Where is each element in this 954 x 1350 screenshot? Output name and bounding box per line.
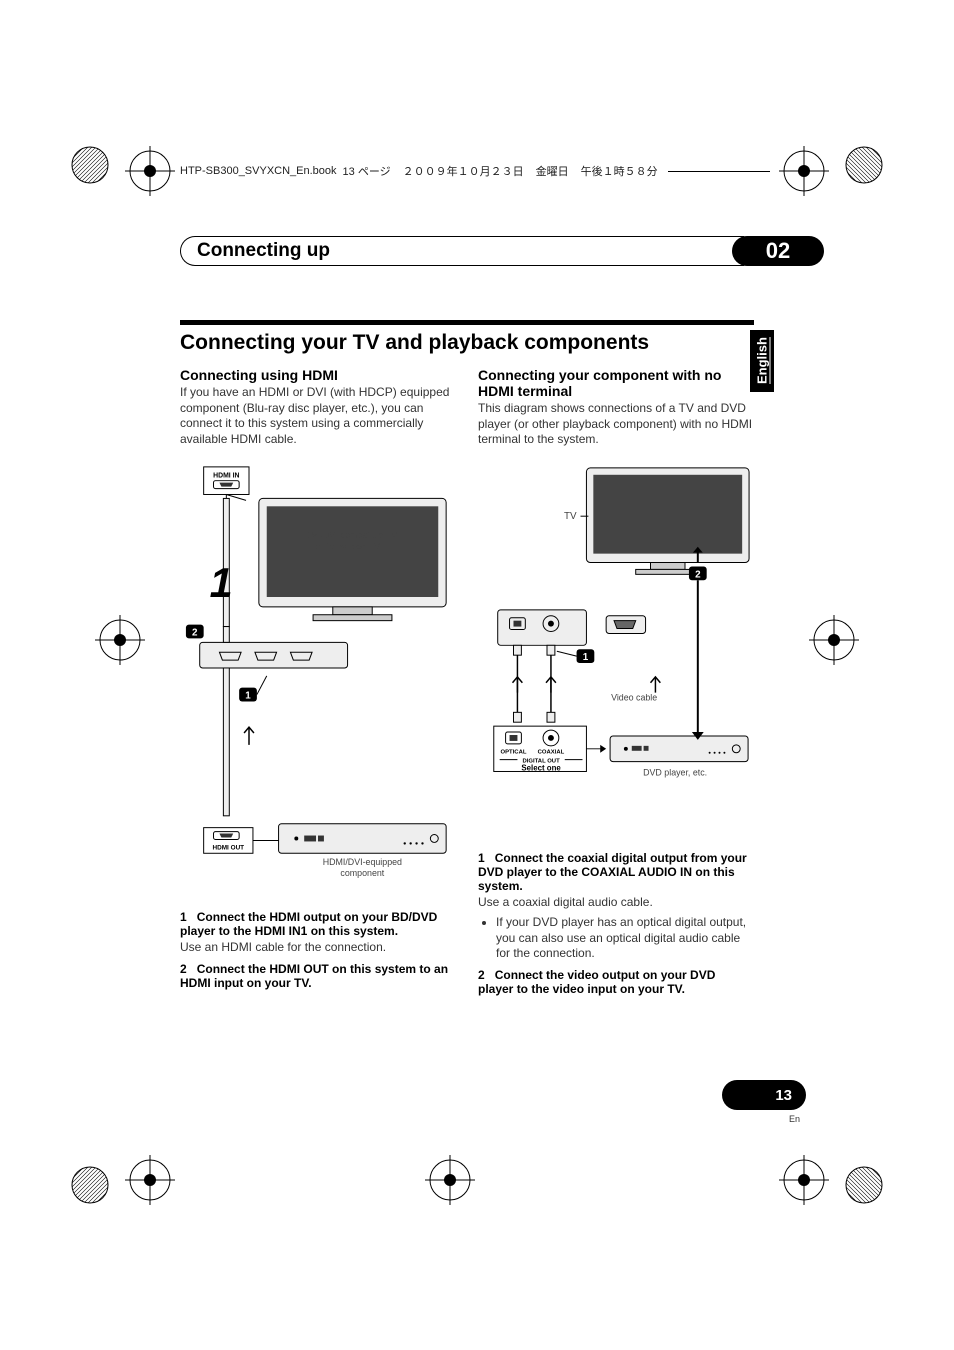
svg-text:HDMI/DVI-compatible TV: HDMI/DVI-compatible TV [298, 530, 397, 540]
registration-mark [125, 146, 175, 196]
main-content: Connecting your TV and playback componen… [180, 320, 754, 998]
left-column: Connecting using HDMI If you have an HDM… [180, 361, 456, 998]
hdmi-in-label: HDMI IN [213, 473, 239, 480]
page-number: 13 [775, 1087, 792, 1104]
left-step2: 2 Connect the HDMI OUT on this system to… [180, 962, 456, 990]
svg-text:TV: TV [564, 511, 577, 522]
header-date: ２００９年１０月２３日 [403, 163, 524, 179]
right-step1-body: Use a coaxial digital audio cable. [478, 895, 754, 911]
header-weekday: 金曜日 [536, 163, 569, 179]
big-step-1: 1 [210, 560, 233, 606]
registration-mark [425, 1155, 475, 1205]
header-page: 13 ページ [343, 163, 391, 179]
left-step1: 1 Connect the HDMI output on your BD/DVD… [180, 910, 456, 938]
left-heading: Connecting using HDMI [180, 367, 456, 383]
header-filename: HTP-SB300_SVYXCN_En.book [180, 165, 337, 177]
svg-text:Video cable: Video cable [611, 692, 657, 702]
registration-mark [779, 1155, 829, 1205]
right-bullets: If your DVD player has an optical digita… [478, 915, 754, 962]
print-mark [844, 145, 884, 185]
registration-mark [779, 146, 829, 196]
left-para: If you have an HDMI or DVI (with HDCP) e… [180, 385, 456, 447]
print-mark [844, 1165, 884, 1205]
svg-text:2: 2 [192, 628, 198, 639]
registration-mark [95, 615, 145, 665]
svg-text:1: 1 [245, 691, 251, 702]
svg-text:2: 2 [695, 569, 701, 580]
svg-text:OPTICAL: OPTICAL [501, 750, 527, 756]
hdmi-diagram: HDMI IN HDMI/DVI-compatible TV or flat s… [180, 459, 456, 893]
svg-text:component: component [340, 868, 384, 878]
right-column: Connecting your component with no HDMI t… [478, 361, 754, 998]
svg-text:HDMI OUT: HDMI OUT [212, 845, 244, 852]
no-hdmi-diagram: TV 2 [478, 460, 754, 835]
right-step1: 1 Connect the coaxial digital output fro… [478, 851, 754, 893]
svg-text:COAXIAL: COAXIAL [538, 750, 565, 756]
right-step2: 2 Connect the video output on your DVD p… [478, 968, 754, 996]
chapter-bar: Connecting up 02 [170, 236, 824, 266]
right-para: This diagram shows connections of a TV a… [478, 401, 754, 448]
svg-text:DVD player, etc.: DVD player, etc. [643, 767, 707, 777]
chapter-title: Connecting up [180, 236, 744, 266]
left-step1-body: Use an HDMI cable for the connection. [180, 940, 456, 956]
section-title: Connecting your TV and playback componen… [180, 331, 754, 355]
page-number-badge: 13 [722, 1080, 806, 1110]
registration-mark [809, 615, 859, 665]
page-lang: En [789, 1114, 800, 1124]
right-heading: Connecting your component with no HDMI t… [478, 367, 754, 399]
svg-text:or flat screen TV: or flat screen TV [315, 542, 380, 552]
svg-text:Select one: Select one [521, 763, 561, 772]
print-mark [70, 145, 110, 185]
svg-text:1: 1 [583, 652, 589, 663]
print-mark [70, 1165, 110, 1205]
print-header: HTP-SB300_SVYXCN_En.book 13 ページ ２００９年１０月… [180, 163, 774, 179]
section-rule [180, 320, 754, 325]
registration-mark [125, 1155, 175, 1205]
right-bullet-1: If your DVD player has an optical digita… [496, 915, 754, 962]
chapter-number: 02 [732, 236, 824, 266]
svg-text:HDMI/DVI-equipped: HDMI/DVI-equipped [323, 857, 402, 867]
header-time: 午後１時５８分 [581, 163, 658, 179]
